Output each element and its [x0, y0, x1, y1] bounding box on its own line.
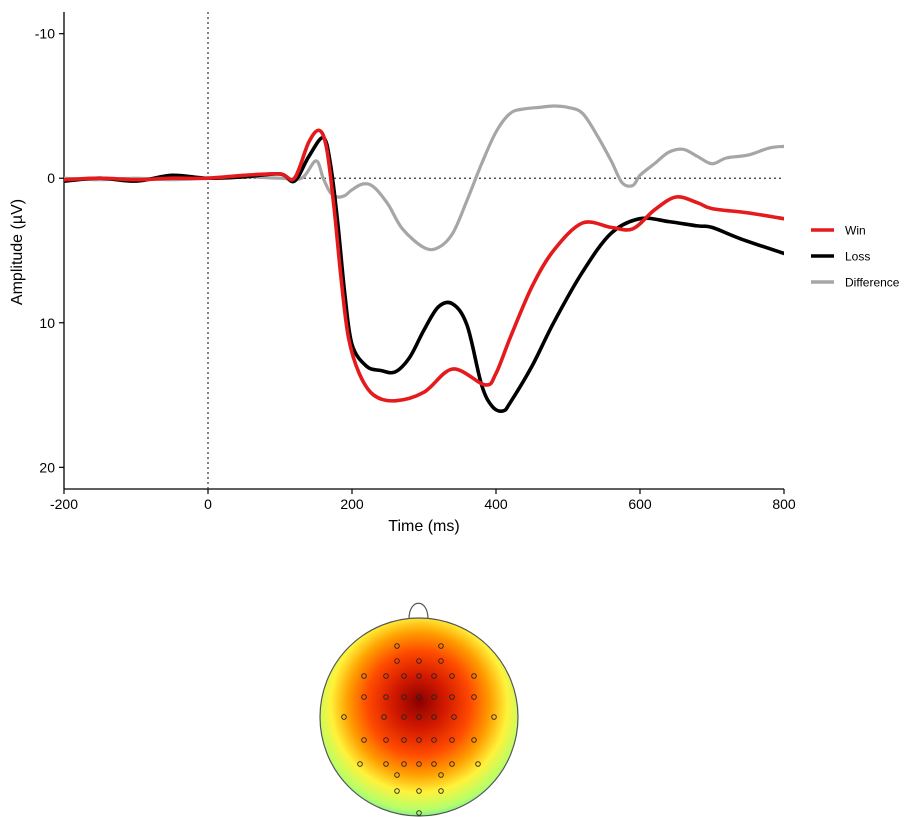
electrode-marker: [449, 737, 455, 743]
electrode-marker: [416, 737, 422, 743]
electrode-marker: [449, 673, 455, 679]
y-tick-label: 0: [47, 170, 55, 186]
electrode-marker: [416, 761, 422, 767]
electrode-marker: [401, 761, 407, 767]
electrode-marker: [471, 694, 477, 700]
electrode-marker: [401, 737, 407, 743]
electrode-marker: [438, 643, 444, 649]
electrode-marker: [438, 658, 444, 664]
electrode-marker: [381, 714, 387, 720]
series-line-win: [64, 128, 784, 403]
x-tick-label: 0: [204, 496, 212, 512]
x-tick-label: 200: [340, 496, 364, 512]
x-tick-label: 800: [772, 496, 796, 512]
electrode-marker: [416, 714, 422, 720]
y-tick-label: 10: [39, 315, 55, 331]
electrode-marker: [431, 694, 437, 700]
electrode-marker: [471, 673, 477, 679]
x-tick-label: -200: [50, 496, 78, 512]
electrode-marker: [416, 694, 422, 700]
electrode-marker: [431, 673, 437, 679]
electrode-marker: [438, 772, 444, 778]
y-axis-title: Amplitude (µV): [9, 199, 26, 305]
electrode-marker: [451, 714, 457, 720]
electrode-marker: [449, 694, 455, 700]
electrode-marker: [416, 673, 422, 679]
legend-label-difference: Difference: [845, 276, 900, 290]
electrode-marker: [361, 673, 367, 679]
electrode-marker: [394, 658, 400, 664]
legend-label-win: Win: [845, 224, 866, 238]
series-layer: [64, 104, 784, 413]
electrode-marker: [431, 761, 437, 767]
electrode-marker: [357, 761, 363, 767]
electrode-marker: [401, 673, 407, 679]
electrode-marker: [475, 761, 481, 767]
electrode-marker: [416, 810, 422, 816]
axis-ticks: -200 0 200 400 600 800 -10 0 10 20: [35, 26, 796, 512]
legend: Win Loss Difference: [811, 224, 900, 290]
electrode-marker: [394, 643, 400, 649]
electrode-marker: [361, 694, 367, 700]
electrode-marker: [383, 737, 389, 743]
electrode-marker: [341, 714, 347, 720]
nose-shape: [408, 602, 429, 620]
electrode-marker: [438, 788, 444, 794]
y-tick-label: 20: [39, 459, 55, 475]
x-axis-title: Time (ms): [388, 518, 459, 535]
legend-label-loss: Loss: [845, 250, 870, 264]
electrode-marker: [394, 772, 400, 778]
scalp-topomap: [319, 602, 519, 817]
x-tick-label: 600: [628, 496, 652, 512]
electrode-marker: [383, 673, 389, 679]
scalp-heatmap: [319, 617, 519, 817]
electrode-marker: [471, 737, 477, 743]
electrode-layer: [341, 643, 497, 816]
electrode-marker: [416, 788, 422, 794]
electrode-marker: [416, 658, 422, 664]
y-tick-label: -10: [35, 26, 55, 42]
electrode-marker: [361, 737, 367, 743]
x-tick-label: 400: [484, 496, 508, 512]
electrode-marker: [394, 788, 400, 794]
electrode-marker: [431, 714, 437, 720]
electrode-marker: [383, 694, 389, 700]
electrode-marker: [449, 761, 455, 767]
electrode-marker: [491, 714, 497, 720]
electrode-marker: [401, 694, 407, 700]
electrode-marker: [383, 761, 389, 767]
electrode-marker: [431, 737, 437, 743]
electrode-marker: [401, 714, 407, 720]
series-line-difference: [64, 104, 784, 252]
